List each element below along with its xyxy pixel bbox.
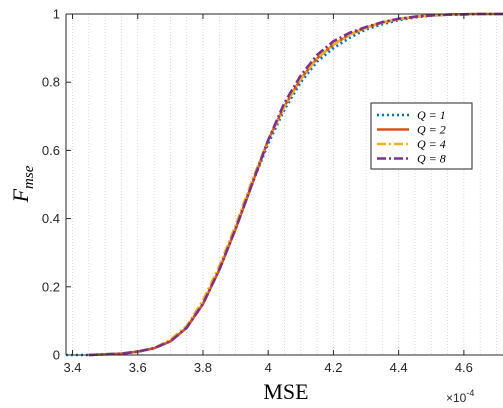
x-tick-label: 3.8: [194, 360, 212, 375]
y-tick-label: 0.6: [42, 143, 60, 158]
y-tick-label: 0.8: [42, 75, 60, 90]
legend: Q = 1Q = 2Q = 4Q = 8: [370, 102, 473, 170]
series-line-q8: [88, 12, 503, 357]
legend-entry: Q = 4: [417, 137, 446, 151]
x-axis-label: MSE: [263, 379, 308, 404]
y-axis-label-subscript: mse: [21, 165, 37, 189]
y-axis-label: Fmse: [8, 165, 37, 203]
x-tick-label: 4.2: [324, 360, 342, 375]
x-tick-label: 3.6: [129, 360, 147, 375]
x-multiplier-exponent: -4: [466, 388, 474, 398]
x-tick-label: 4: [265, 360, 272, 375]
legend-entry: Q = 1: [417, 108, 446, 122]
series-layer: [66, 12, 503, 357]
x-tick-label: 3.4: [63, 360, 81, 375]
y-tick-label: 1: [53, 7, 60, 22]
plot-background: [66, 14, 503, 355]
x-tick-label: 4.4: [390, 360, 408, 375]
x-multiplier-base: ×10: [446, 391, 467, 405]
legend-entry: Q = 2: [417, 123, 446, 137]
y-tick-label: 0.4: [42, 211, 60, 226]
y-tick-label: 0: [53, 348, 60, 363]
axes: 3.4 3.6 3.8 4 4.2 4.4 4.6 0 0.2 0.4 0.6 0.8 1: [42, 7, 503, 375]
x-tick-label: 4.6: [455, 360, 473, 375]
y-axis-label-main: F: [8, 188, 33, 203]
y-tick-label: 0.2: [42, 279, 60, 294]
legend-entry: Q = 8: [417, 152, 446, 166]
x-multiplier: ×10-4: [446, 388, 474, 405]
